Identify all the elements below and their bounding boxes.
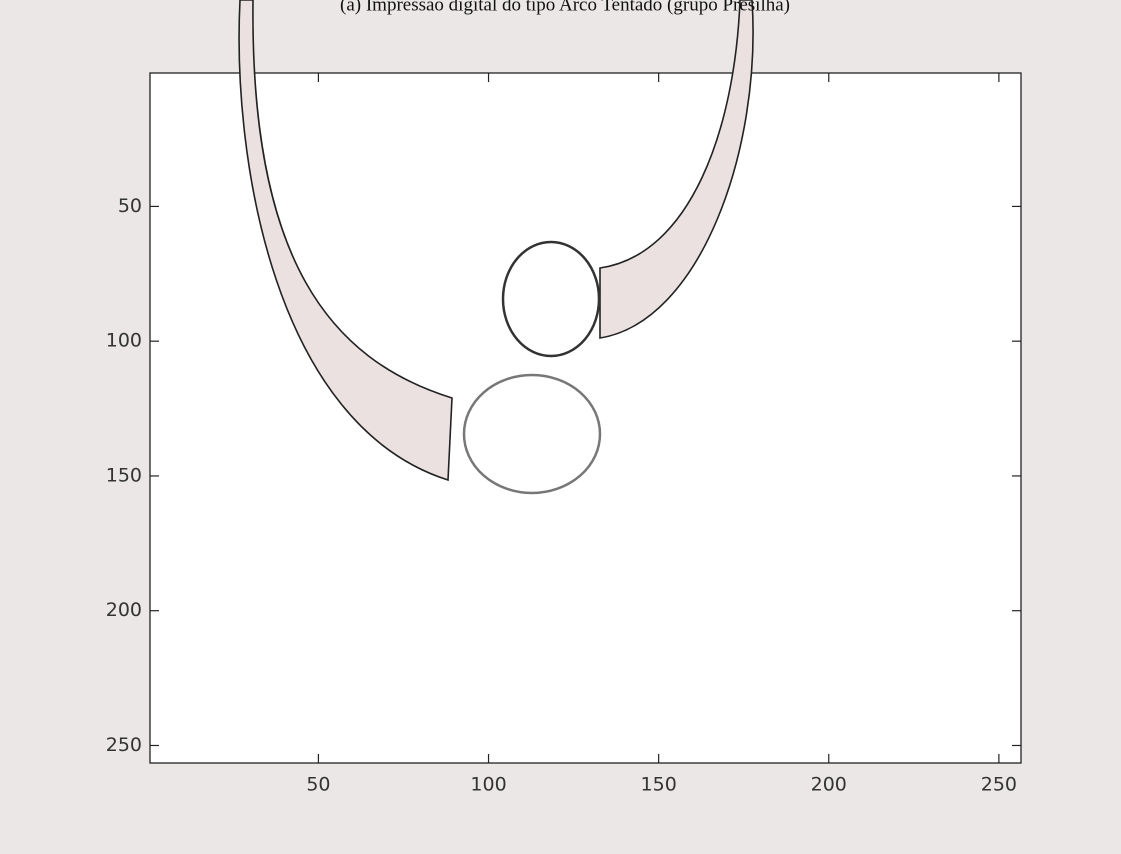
x-tick-label: 200 (811, 774, 847, 796)
y-tick-label: 100 (106, 330, 142, 352)
y-tick-label: 250 (106, 734, 142, 756)
chart: 50 100 150 200 250 50 100 150 200 250 (a) Impress… (0, 0, 1121, 854)
x-tick-label: 50 (306, 774, 330, 796)
y-tick-label: 50 (118, 195, 142, 217)
chart-title: (a) Impressão digital do tipo Arco Tenta… (340, 0, 790, 15)
x-tick-label: 150 (641, 774, 677, 796)
page: {"chart_data": {"type": "image", "title"… (0, 0, 1121, 854)
plot-area (150, 73, 1021, 763)
x-tick-label: 100 (470, 774, 506, 796)
x-tick-label: 250 (981, 774, 1017, 796)
y-tick-label: 200 (106, 599, 142, 621)
y-tick-label: 150 (106, 464, 142, 486)
